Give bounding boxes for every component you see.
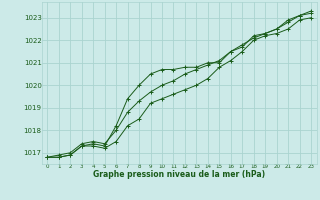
X-axis label: Graphe pression niveau de la mer (hPa): Graphe pression niveau de la mer (hPa): [93, 170, 265, 179]
